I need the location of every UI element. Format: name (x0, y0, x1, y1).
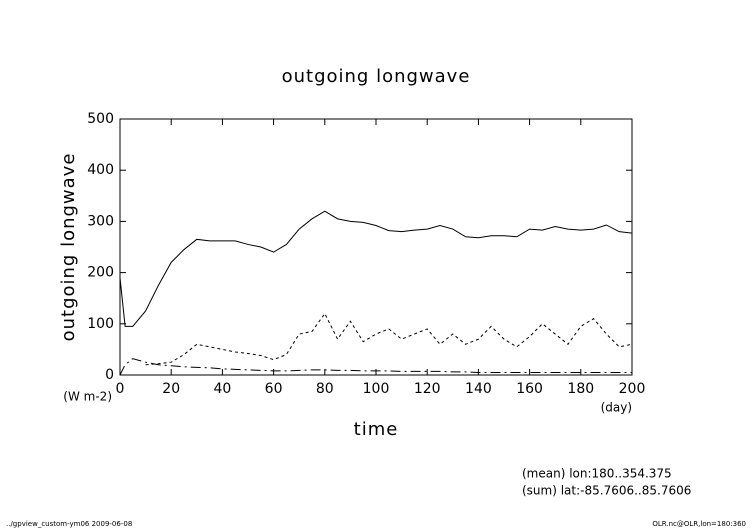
x-tick-label: 100 (363, 381, 390, 397)
y-tick-label: 300 (87, 213, 114, 229)
y-tick-label: 100 (87, 316, 114, 332)
x-tick-label: 0 (116, 381, 125, 397)
note: (mean) lon:180..354.375 (522, 467, 672, 481)
y-tick-label: 400 (87, 162, 114, 178)
x-tick-label: 40 (213, 381, 231, 397)
y-tick-label: 500 (87, 111, 114, 127)
x-tick-label: 180 (567, 381, 594, 397)
data-line (119, 210, 633, 327)
x-unit: (day) (601, 401, 632, 415)
y-axis-label: outgoing longwave (58, 153, 79, 342)
x-tick-label: 140 (465, 381, 492, 397)
x-tick-label: 160 (516, 381, 543, 397)
x-axis-label: time (354, 419, 399, 440)
y-tick-label: 200 (87, 265, 114, 281)
data-line (119, 358, 632, 376)
x-tick-label: 60 (265, 381, 283, 397)
x-tick-label: 20 (162, 381, 180, 397)
footer: ../gpview_custom-ym06 2009-06-08 (6, 520, 132, 528)
x-tick-label: 80 (316, 381, 334, 397)
x-tick-label: 200 (619, 381, 646, 397)
note: (sum) lat:-85.7606..85.7606 (522, 484, 691, 498)
plot-frame (119, 118, 633, 376)
y-unit: (W m-2) (63, 390, 112, 404)
x-tick-label: 120 (414, 381, 441, 397)
y-tick-label: 0 (105, 367, 114, 383)
chart-title: outgoing longwave (282, 66, 471, 87)
footer: OLR.nc@OLR,lon=180:360 (652, 520, 746, 528)
data-line (145, 312, 633, 366)
